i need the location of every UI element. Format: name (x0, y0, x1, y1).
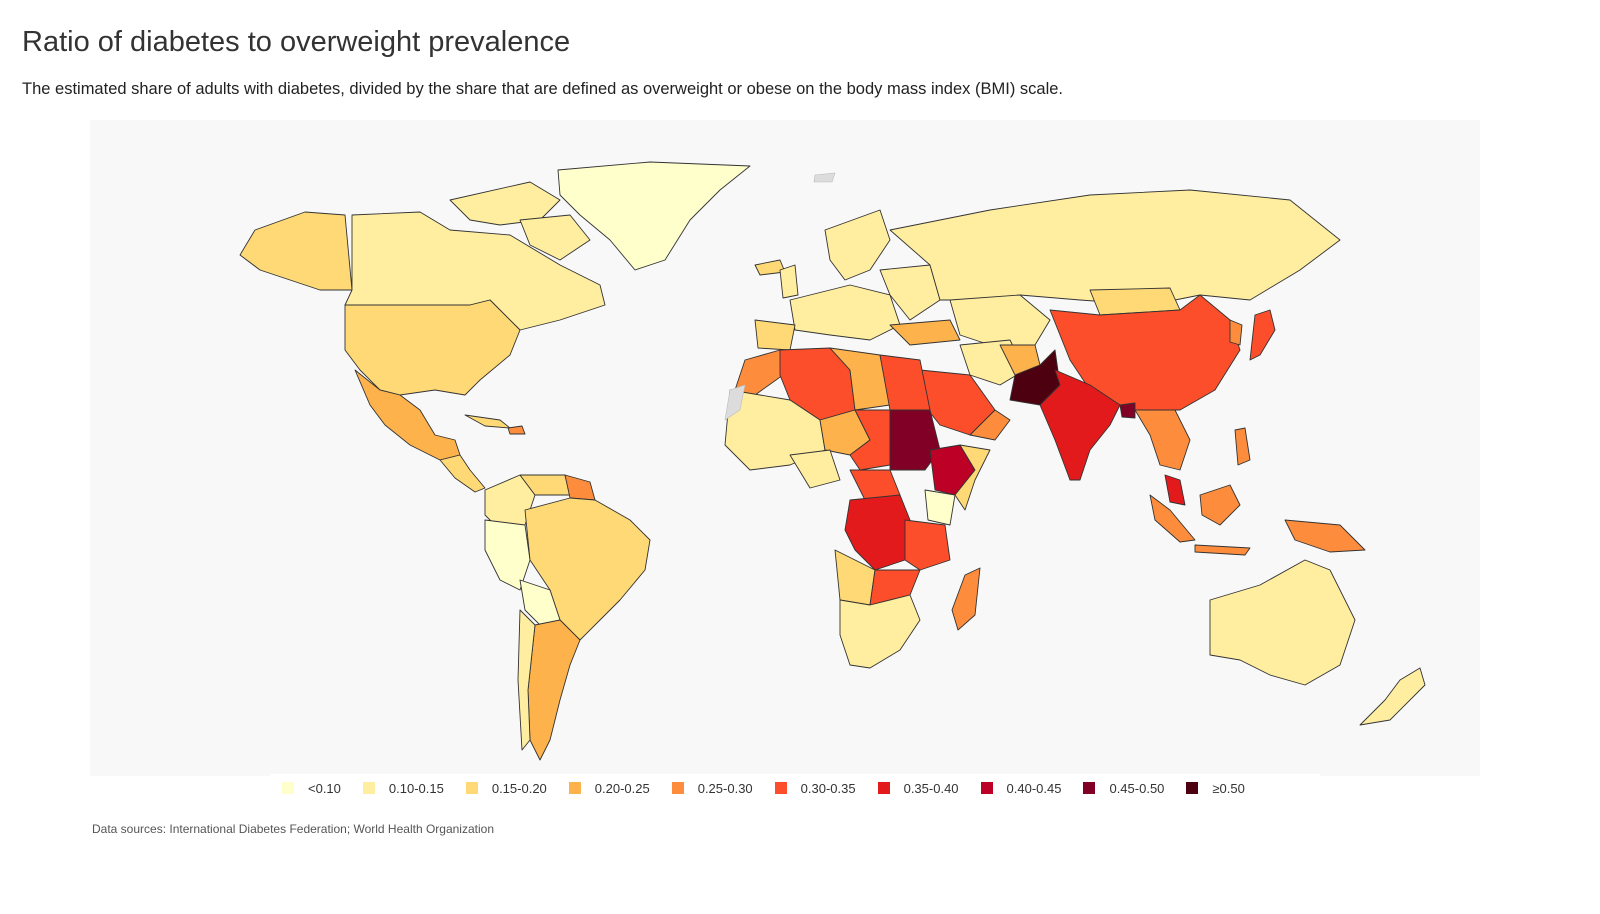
legend-swatch (1186, 782, 1199, 794)
region-scandinavia (824, 209, 891, 281)
legend-swatch (568, 782, 581, 794)
region-eastern-europe (879, 264, 941, 321)
legend-item[interactable]: 0.15-0.20 (465, 780, 547, 796)
world-map-svg (239, 161, 1426, 761)
region-peru (484, 519, 531, 591)
region-usa (344, 299, 521, 396)
legend-item[interactable]: 0.25-0.30 (671, 780, 753, 796)
region-iberia (754, 319, 796, 351)
chart-title: Ratio of diabetes to overweight prevalen… (22, 26, 571, 58)
region-borneo (1199, 484, 1241, 526)
legend-label: 0.20-0.25 (594, 780, 650, 796)
region-japan (1249, 309, 1276, 361)
region-mexico (354, 369, 461, 461)
region-philippines (1234, 427, 1251, 466)
region-chile (517, 609, 536, 751)
legend-label: 0.35-0.40 (903, 780, 959, 796)
region-svalbard (813, 172, 836, 183)
legend-label: <0.10 (308, 780, 341, 796)
region-russia (889, 189, 1341, 306)
region-yemen-oman (969, 409, 1011, 441)
legend-item[interactable]: <0.10 (282, 781, 341, 796)
region-indochina (1134, 409, 1191, 471)
legend-item[interactable]: 0.20-0.25 (568, 780, 650, 796)
region-kazakhstan (949, 294, 1051, 346)
legend-item[interactable]: 0.40-0.45 (980, 780, 1062, 796)
legend-swatch (1083, 782, 1096, 794)
region-western-europe (789, 284, 901, 341)
region-southern-africa (839, 594, 921, 669)
legend-item[interactable]: 0.30-0.35 (774, 780, 856, 796)
region-java (1194, 544, 1251, 556)
legend-label: 0.25-0.30 (697, 780, 753, 796)
region-new-zealand (1359, 667, 1426, 726)
region-madagascar (951, 567, 981, 631)
region-korea (1229, 319, 1243, 346)
legend-swatch (774, 782, 787, 794)
region-somalia (954, 444, 991, 511)
region-drc (844, 494, 911, 571)
legend-label: 0.40-0.45 (1006, 780, 1062, 796)
data-source-note: Data sources: International Diabetes Fed… (92, 822, 494, 836)
region-argentina (527, 619, 581, 761)
region-western-sahara (724, 384, 746, 421)
region-guianas (564, 474, 596, 501)
chart-subtitle: The estimated share of adults with diabe… (22, 80, 1063, 98)
region-cuba (464, 414, 511, 429)
legend-item[interactable]: ≥0.50 (1186, 780, 1245, 796)
legend-swatch (877, 782, 890, 794)
region-nigeria (789, 449, 841, 489)
region-sumatra (1149, 494, 1196, 543)
legend-swatch (362, 782, 375, 794)
region-australia (1209, 559, 1356, 686)
legend-swatch (282, 782, 294, 794)
legend-label: 0.30-0.35 (800, 780, 856, 796)
legend-swatch (980, 782, 993, 794)
map-legend: <0.10 0.10-0.15 0.15-0.20 0.20-0.25 0.25… (270, 774, 1320, 802)
region-baffin (519, 214, 591, 261)
region-alaska (239, 211, 353, 291)
legend-swatch (671, 782, 684, 794)
region-new-guinea (1284, 519, 1366, 553)
region-kenya (924, 489, 956, 526)
region-libya (829, 347, 891, 411)
legend-label: 0.10-0.15 (388, 780, 444, 796)
region-turkey (889, 319, 961, 346)
region-central-america (439, 454, 486, 493)
region-india (1039, 369, 1121, 481)
legend-item[interactable]: 0.10-0.15 (362, 780, 444, 796)
legend-label: 0.45-0.50 (1109, 780, 1165, 796)
legend-swatch (465, 782, 478, 794)
region-uk (779, 264, 799, 299)
region-greenland (557, 161, 751, 271)
legend-item[interactable]: 0.35-0.40 (877, 780, 959, 796)
legend-label: ≥0.50 (1212, 780, 1245, 796)
region-morocco (734, 349, 791, 396)
region-malaysia (1164, 474, 1186, 506)
region-bangladesh (1119, 402, 1136, 419)
region-hispaniola (507, 425, 526, 435)
world-map[interactable] (90, 120, 1480, 776)
legend-item[interactable]: 0.45-0.50 (1083, 781, 1164, 796)
legend-label: 0.15-0.20 (491, 780, 547, 796)
region-tanzania (904, 519, 951, 571)
